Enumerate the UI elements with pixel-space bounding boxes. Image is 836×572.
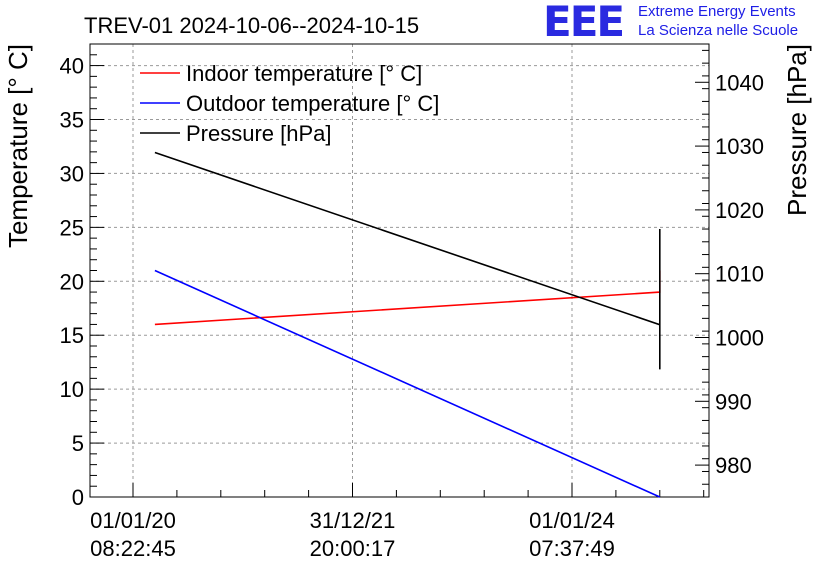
right-tick-label: 1030 [715,134,764,159]
series-line-outdoor-temperature [154,269,661,498]
right-axis-title: Pressure [hPa] [782,44,812,216]
series-layer [154,151,661,498]
legend-label: Indoor temperature [° C] [186,61,422,86]
legend-label: Pressure [hPa] [186,121,332,146]
eee-logo: EEE [543,0,625,46]
x-axis: 01/01/20 08:22:45 31/12/21 20:00:17 01/01/24… [90,483,705,561]
left-axis-title: Temperature [° C] [3,44,33,248]
right-tick-label: 990 [715,389,752,414]
x-tick-label-time: 20:00:17 [310,536,396,561]
x-tick-label-time: 08:22:45 [90,536,176,561]
x-tick-label-date: 01/01/20 [90,508,176,533]
organization-line-2: La Scienza nelle Scuole [638,22,799,39]
series-line-indoor-temperature [154,270,661,326]
series-line-pressure [154,151,661,370]
grid [90,44,709,497]
right-tick-label: 1020 [715,198,764,223]
left-tick-label: 10 [60,377,84,402]
legend-label: Outdoor temperature [° C] [186,91,439,116]
x-tick-label-time: 07:37:49 [529,536,615,561]
organization-name: Extreme Energy Events La Scienza nelle S… [638,2,798,40]
left-tick-label: 5 [72,431,84,456]
right-tick-label: 1040 [715,70,764,95]
organization-line-1: Extreme Energy Events [638,3,796,20]
left-axis: 0 5 10 15 20 25 30 35 40 [60,43,104,510]
left-tick-label: 15 [60,323,84,348]
left-tick-label: 40 [60,54,84,79]
left-tick-label: 25 [60,215,84,240]
chart-title: TREV-01 2024-10-06--2024-10-15 [84,13,419,38]
left-tick-label: 35 [60,108,84,133]
right-tick-label: 980 [715,453,752,478]
left-tick-label: 0 [72,485,84,510]
left-tick-label: 20 [60,269,84,294]
x-tick-label-date: 01/01/24 [529,508,615,533]
legend: Indoor temperature [° C] Outdoor temperat… [140,61,439,146]
right-tick-label: 1010 [715,262,764,287]
right-tick-label: 1000 [715,325,764,350]
right-axis: 980 990 1000 1010 1020 1030 1040 [695,49,764,498]
x-tick-label-date: 31/12/21 [310,508,396,533]
left-tick-label: 30 [60,161,84,186]
